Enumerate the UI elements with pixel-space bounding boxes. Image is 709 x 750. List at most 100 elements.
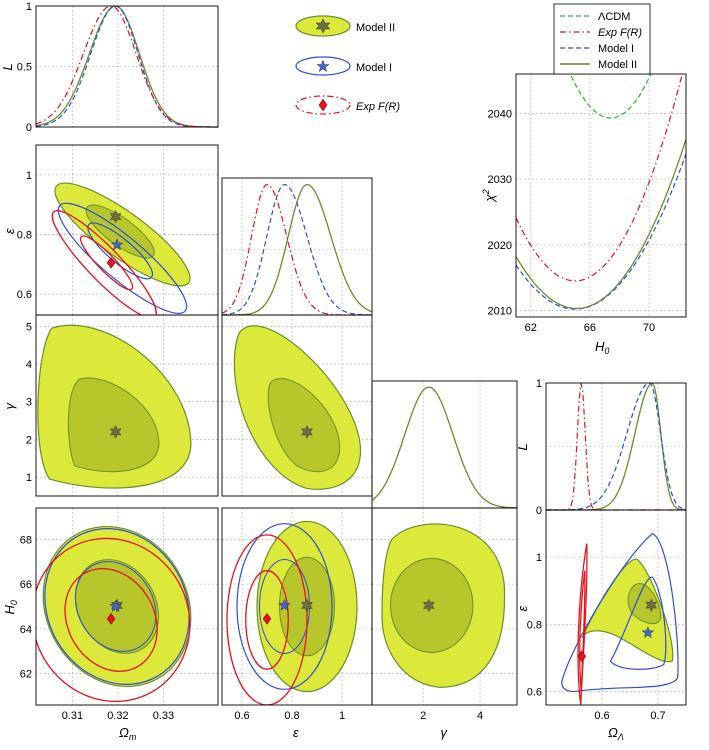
expfr-2sigma-contour xyxy=(226,534,308,705)
y-axis-label: ε xyxy=(2,228,17,234)
y-tick-label: 4 xyxy=(26,359,32,371)
expfr-1sigma-contour xyxy=(245,570,289,670)
best-fit-star6-marker xyxy=(645,598,658,612)
x-tick-label: 0.6 xyxy=(234,710,249,722)
model2-1sigma-region xyxy=(627,583,662,625)
chi2-curve xyxy=(516,153,686,310)
y-tick-label: 1 xyxy=(26,472,32,484)
expfr-1sigma-contour xyxy=(64,567,158,672)
panel-frame xyxy=(515,73,687,318)
x-tick-label: 0.32 xyxy=(107,710,128,722)
star5-marker xyxy=(316,59,330,72)
likelihood-curve xyxy=(35,5,218,128)
legend-right: ΛCDM Exp F(R) Model I Model II xyxy=(553,3,651,75)
panel-gamma-epsilon xyxy=(221,314,373,497)
x-tick-label: 70 xyxy=(643,322,655,334)
panel-frame xyxy=(371,507,518,706)
chi2-curve xyxy=(516,139,686,310)
likelihood-curve xyxy=(546,382,687,511)
best-fit-star6-marker xyxy=(301,425,313,439)
diamond-marker xyxy=(318,98,328,112)
likelihood-curve xyxy=(221,183,372,316)
y-axis-label: ε xyxy=(515,606,530,612)
best-fit-diamond-marker xyxy=(577,650,587,663)
y-tick-label: 2030 xyxy=(488,174,512,186)
y-tick-label: 64 xyxy=(20,624,32,636)
best-fit-star5-marker xyxy=(109,599,122,612)
legend-item-model1: Model I xyxy=(295,56,392,76)
y-tick-label: 2020 xyxy=(488,240,512,252)
y-tick-label: 0.6 xyxy=(527,687,542,699)
panel-L-omega-m: 0 0.5 1 L xyxy=(0,1,219,134)
x-axis-label: Ωm xyxy=(119,725,137,742)
contours xyxy=(222,508,372,705)
y-tick-label: 5 xyxy=(26,321,32,333)
y-tick-label: 0.8 xyxy=(527,619,542,631)
model1-2sigma-contour xyxy=(236,523,333,690)
best-fit-star5-marker xyxy=(641,626,655,639)
legend-label: Exp F(R) xyxy=(356,101,400,113)
expfr-2sigma-contour xyxy=(51,210,157,315)
axis-subscript: m xyxy=(129,732,137,742)
y-axis-label: H0 xyxy=(2,600,19,614)
axis-subscript: 0 xyxy=(9,600,19,605)
legend-label: Model I xyxy=(356,62,392,74)
y-tick-label: 1 xyxy=(536,378,542,390)
y-axis-label: γ xyxy=(2,402,17,410)
x-axis-label: ε xyxy=(293,725,299,740)
panel-frame xyxy=(545,509,687,706)
x-tick-label: 0.8 xyxy=(284,710,299,722)
axis-superscript: 2 xyxy=(481,189,491,195)
panel-H0-gamma: 2 4 γ xyxy=(371,507,518,740)
x-tick-label: 2 xyxy=(420,710,426,722)
y-tick-label: 2040 xyxy=(488,108,512,120)
model2-1sigma-region xyxy=(67,377,160,473)
model1-1sigma-contour xyxy=(609,576,667,670)
y-tick-label: 0.8 xyxy=(17,229,32,241)
best-fit-star6-marker xyxy=(422,598,435,613)
panel-frame xyxy=(35,314,219,497)
likelihood-curve xyxy=(35,5,218,128)
best-fit-diamond-marker xyxy=(106,612,116,625)
legend-label: Model II xyxy=(598,59,637,71)
best-fit-star6-marker xyxy=(109,425,122,439)
x-axis-label: H0 xyxy=(595,339,609,356)
best-fit-star6-marker xyxy=(301,598,313,613)
best-fit-star5-marker xyxy=(278,598,291,611)
legend-item-expfr: Exp F(R) xyxy=(295,95,400,115)
x-axis-label: ΩΛ xyxy=(608,725,624,742)
expfr-2sigma-contour xyxy=(36,537,191,703)
x-tick-label: 1 xyxy=(339,710,345,722)
y-tick-label: 0 xyxy=(26,122,32,134)
y-axis-label: L xyxy=(515,443,530,450)
best-fit-diamond-marker xyxy=(262,612,272,625)
legend-label: Exp F(R) xyxy=(598,27,642,39)
likelihood-curve xyxy=(371,386,517,509)
legend-label: Model I xyxy=(598,43,634,55)
star6-marker xyxy=(315,18,331,34)
y-tick-label: 0 xyxy=(536,505,542,517)
model1-1sigma-contour xyxy=(74,561,157,652)
best-fit-star5-marker xyxy=(110,238,124,251)
panel-frame xyxy=(35,5,219,128)
x-axis-label: γ xyxy=(441,725,449,740)
y-tick-label: 0.5 xyxy=(17,62,32,74)
legend-item-model2: Model II xyxy=(295,15,395,37)
panel-frame xyxy=(371,380,518,509)
panel-H0-omega-m: 62 64 66 68 0.31 0.32 0.33 H0 Ωm xyxy=(2,507,219,742)
curves xyxy=(516,74,686,317)
model1-2sigma-contour xyxy=(561,532,679,693)
x-tick-label: 0.31 xyxy=(62,710,83,722)
y-tick-label: 1 xyxy=(26,170,32,182)
legend-left: Model II Model I Exp F(R) xyxy=(295,15,400,115)
chi2-curve xyxy=(516,74,683,282)
y-tick-label: 0.6 xyxy=(17,289,32,301)
chi2-curve xyxy=(569,74,652,119)
model2-1sigma-region xyxy=(267,378,341,473)
panel-epsilon-omega-lambda: 0.6 0.8 1 0.6 0.7 ε ΩΛ xyxy=(515,509,687,742)
expfr-1sigma-contour xyxy=(79,235,134,291)
likelihood-curve xyxy=(35,5,218,128)
panel-L-omega-lambda: 0 1 L xyxy=(515,378,687,517)
y-tick-label: 1 xyxy=(536,552,542,564)
panel-gamma-omega-m: 1 2 3 4 5 γ xyxy=(2,314,219,497)
